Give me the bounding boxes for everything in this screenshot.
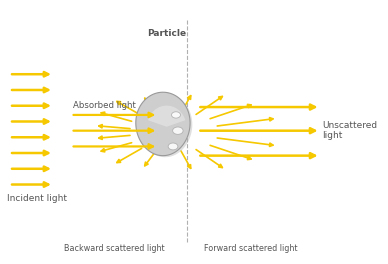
Circle shape <box>171 112 180 118</box>
Polygon shape <box>138 94 192 157</box>
Polygon shape <box>136 92 190 156</box>
Text: Incident light: Incident light <box>7 195 68 204</box>
Text: Backward scattered light: Backward scattered light <box>64 244 165 253</box>
Circle shape <box>168 143 178 150</box>
Text: Particle: Particle <box>147 29 186 38</box>
Polygon shape <box>148 106 185 127</box>
Text: Forward scattered light: Forward scattered light <box>204 244 298 253</box>
Circle shape <box>173 127 183 134</box>
Text: Unscattered
light: Unscattered light <box>322 121 378 140</box>
Text: Absorbed light: Absorbed light <box>73 101 136 110</box>
